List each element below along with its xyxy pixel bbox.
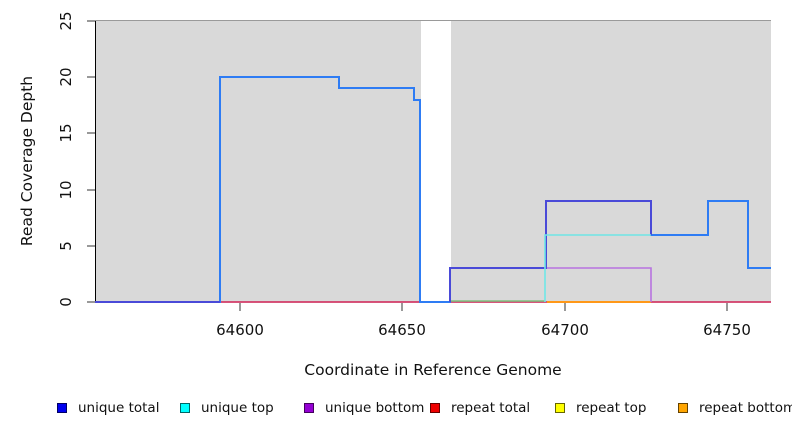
y-tick-label: 5 <box>57 241 75 251</box>
legend-item-repeat-top: repeat top <box>555 400 647 416</box>
legend-label: repeat total <box>451 400 531 416</box>
y-tick-label: 10 <box>57 180 75 200</box>
x-tick-label: 64750 <box>703 321 751 339</box>
y-tick-label: 25 <box>57 11 75 31</box>
legend-label: repeat top <box>576 400 647 416</box>
plot-background-right <box>451 21 771 302</box>
y-tick-label: 20 <box>57 67 75 87</box>
legend-swatch-icon <box>180 403 190 413</box>
unique-top-line <box>544 234 651 302</box>
x-tick-label: 64650 <box>378 321 426 339</box>
x-axis-title: Coordinate in Reference Genome <box>304 361 562 379</box>
x-tick-label: 64700 <box>541 321 589 339</box>
legend-item-repeat-total: repeat total <box>430 400 531 416</box>
plot-background-left <box>95 21 421 302</box>
legend-swatch-icon <box>430 403 440 413</box>
x-tick-label: 64600 <box>216 321 264 339</box>
y-tick-label: 0 <box>57 297 75 307</box>
legend-item-unique-top: unique top <box>180 400 274 416</box>
legend-label: unique top <box>201 400 274 416</box>
legend-swatch-icon <box>304 403 314 413</box>
legend-item-repeat-bottom: repeat bottom <box>678 400 792 416</box>
legend-label: unique bottom <box>325 400 425 416</box>
legend-label: unique total <box>78 400 160 416</box>
legend-swatch-icon <box>678 403 688 413</box>
legend-swatch-icon <box>57 403 67 413</box>
legend-item-unique-total: unique total <box>57 400 160 416</box>
legend-label: repeat bottom <box>699 400 792 416</box>
y-axis-title: Read Coverage Depth <box>18 75 36 247</box>
y-tick-label: 15 <box>57 123 75 143</box>
unique-bottom-line <box>547 267 652 302</box>
legend-item-unique-bottom: unique bottom <box>304 400 425 416</box>
legend-swatch-icon <box>555 403 565 413</box>
